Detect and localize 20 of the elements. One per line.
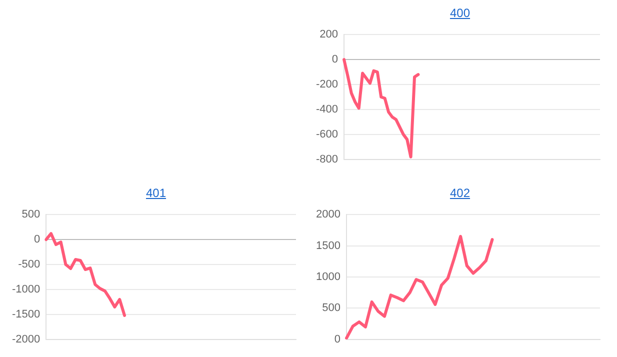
y-tick-label: 500 [322, 302, 340, 314]
y-tick-label: 500 [22, 208, 40, 221]
y-tick-label: -400 [316, 104, 338, 116]
y-tick-label: 0 [332, 54, 338, 66]
y-tick-label: -1000 [12, 284, 40, 296]
chart-title: 400 [448, 6, 472, 20]
chart-title: 402 [448, 186, 472, 200]
y-tick-label: 2000 [316, 208, 340, 221]
y-tick-label: 200 [320, 28, 338, 41]
y-tick-label: 1500 [316, 240, 340, 252]
y-tick-label: -2000 [12, 333, 40, 346]
y-tick-label: 0 [34, 234, 40, 246]
chart-title: 401 [144, 186, 168, 200]
y-tick-label: -1500 [12, 308, 40, 320]
y-tick-label: -500 [18, 258, 40, 271]
y-tick-label: 0 [334, 333, 340, 346]
y-tick-label: -200 [316, 78, 338, 91]
y-tick-label: -800 [316, 153, 338, 166]
y-tick-label: -600 [316, 128, 338, 140]
y-tick-label: 1000 [316, 271, 340, 284]
